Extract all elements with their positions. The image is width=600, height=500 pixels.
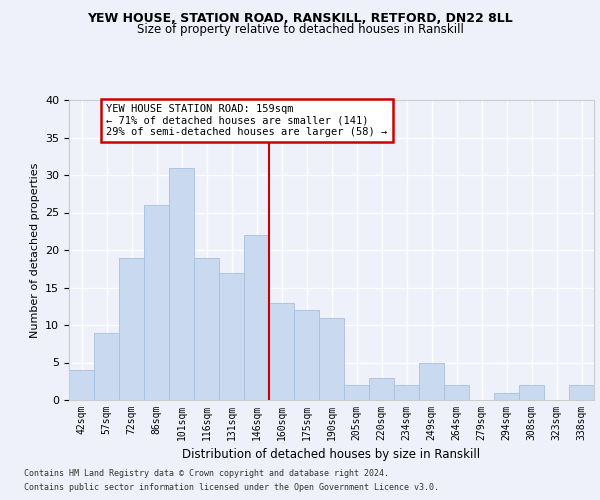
Bar [419,362,444,400]
Bar [444,385,469,400]
Text: YEW HOUSE STATION ROAD: 159sqm
← 71% of detached houses are smaller (141)
29% of: YEW HOUSE STATION ROAD: 159sqm ← 71% of … [107,104,388,137]
X-axis label: Distribution of detached houses by size in Ranskill: Distribution of detached houses by size … [182,448,481,462]
Bar [244,235,269,400]
Bar [269,302,294,400]
Bar [319,318,344,400]
Bar [369,378,394,400]
Bar [169,168,194,400]
Bar [194,258,219,400]
Bar [69,370,94,400]
Bar [119,258,144,400]
Text: Contains public sector information licensed under the Open Government Licence v3: Contains public sector information licen… [24,484,439,492]
Text: Contains HM Land Registry data © Crown copyright and database right 2024.: Contains HM Land Registry data © Crown c… [24,468,389,477]
Bar [494,392,519,400]
Bar [394,385,419,400]
Y-axis label: Number of detached properties: Number of detached properties [29,162,40,338]
Bar [219,272,244,400]
Bar [569,385,594,400]
Text: YEW HOUSE, STATION ROAD, RANSKILL, RETFORD, DN22 8LL: YEW HOUSE, STATION ROAD, RANSKILL, RETFO… [87,12,513,26]
Bar [294,310,319,400]
Bar [94,332,119,400]
Bar [344,385,369,400]
Text: Size of property relative to detached houses in Ranskill: Size of property relative to detached ho… [137,22,463,36]
Bar [519,385,544,400]
Bar [144,205,169,400]
